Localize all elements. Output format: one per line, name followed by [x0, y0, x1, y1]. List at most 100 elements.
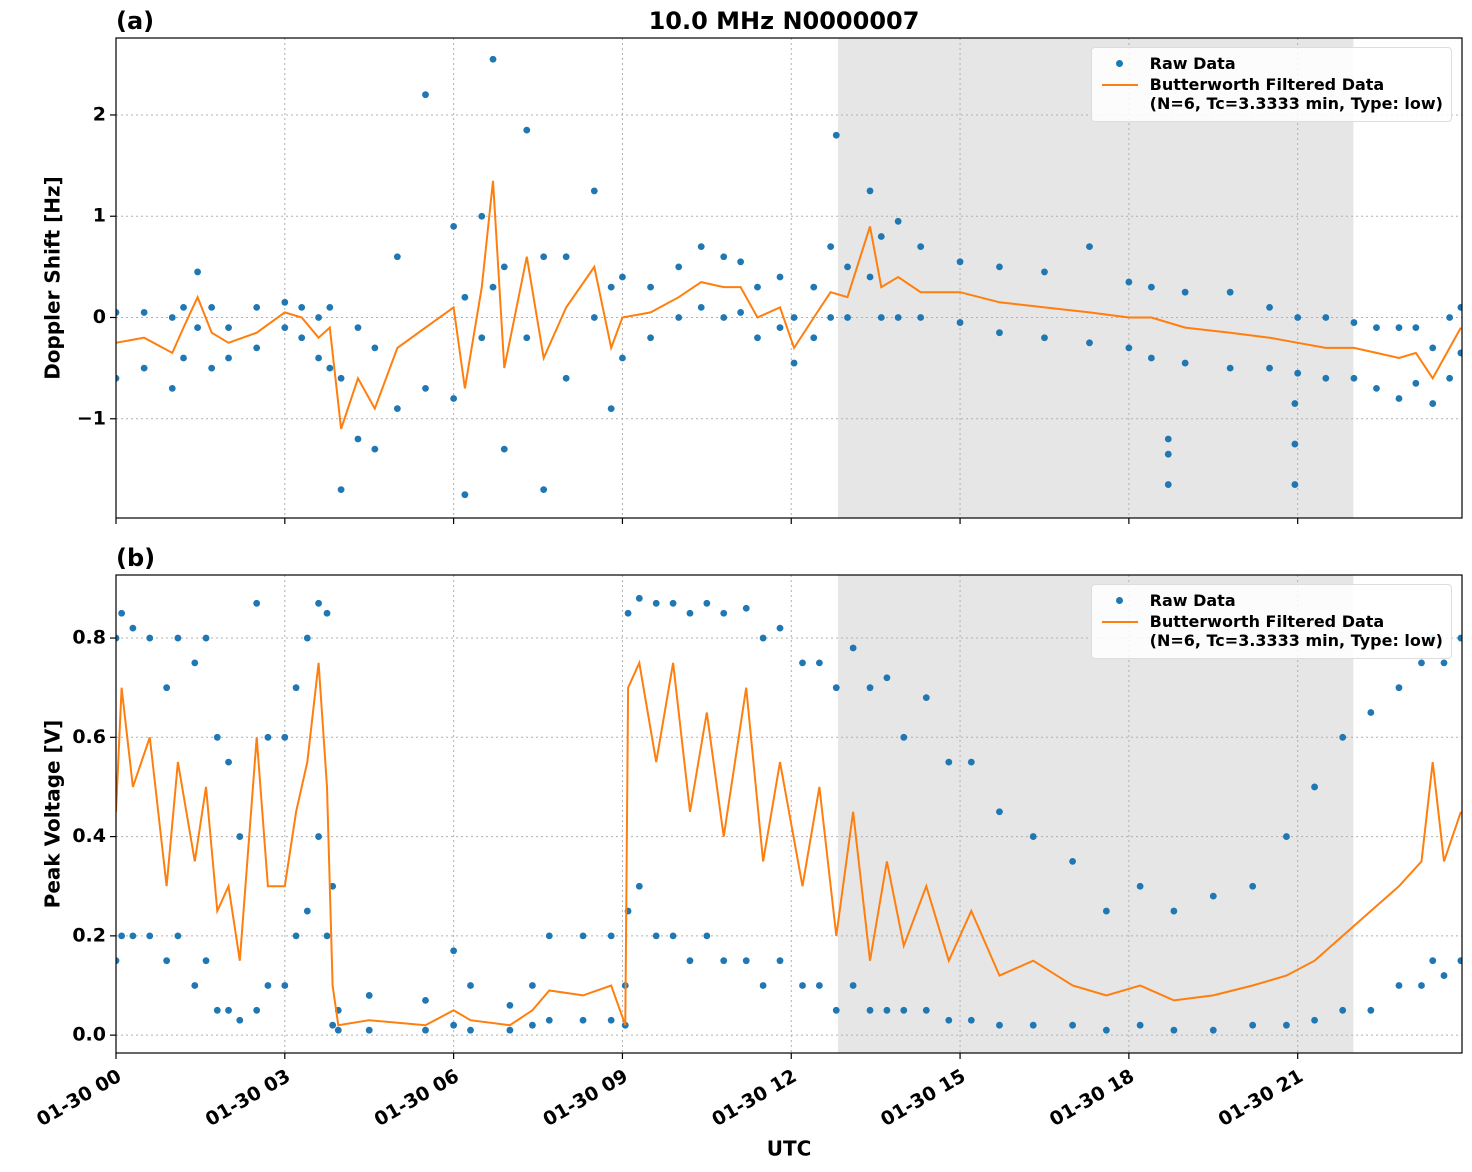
raw-point — [697, 243, 705, 251]
raw-point — [635, 594, 643, 602]
raw-point — [253, 1006, 261, 1014]
raw-point — [208, 364, 216, 372]
raw-point — [669, 932, 677, 940]
raw-point — [225, 324, 232, 332]
raw-point — [697, 303, 705, 311]
raw-point — [545, 932, 553, 940]
raw-point — [315, 314, 322, 321]
raw-point — [1164, 435, 1172, 443]
raw-point — [146, 634, 154, 642]
x-tick-label: 01-30 12 — [708, 1065, 800, 1131]
raw-point — [1446, 314, 1454, 321]
raw-point — [720, 314, 728, 321]
raw-point — [1029, 833, 1037, 840]
raw-point — [213, 733, 221, 741]
raw-point — [619, 354, 626, 362]
raw-point — [281, 733, 289, 741]
raw-point — [506, 1001, 514, 1009]
raw-point — [1170, 1026, 1178, 1034]
filtered-line — [116, 659, 1462, 1027]
raw-point — [1457, 957, 1462, 965]
raw-point — [1125, 278, 1133, 286]
raw-point — [450, 1021, 458, 1029]
raw-point — [315, 599, 322, 607]
raw-point — [236, 1016, 244, 1024]
raw-point — [202, 634, 210, 642]
raw-point — [213, 1006, 221, 1014]
raw-point — [326, 303, 334, 311]
legend-label: Raw Data — [1149, 54, 1236, 73]
raw-point — [450, 222, 458, 230]
raw-point — [1086, 339, 1093, 347]
raw-point — [116, 374, 120, 382]
panel-label: (a) — [116, 7, 154, 35]
raw-point — [894, 217, 902, 225]
raw-point — [686, 609, 694, 617]
raw-point — [163, 957, 171, 965]
raw-point — [202, 957, 210, 965]
raw-point — [1291, 440, 1299, 448]
panel-label: (b) — [116, 544, 155, 572]
legend: Raw Data Butterworth Filtered Data (N=6, … — [1090, 584, 1452, 659]
legend-swatch — [1101, 621, 1138, 623]
raw-point — [1373, 324, 1380, 332]
legend-swatch — [1115, 60, 1123, 67]
raw-point — [281, 298, 289, 306]
raw-point — [996, 808, 1003, 816]
raw-point — [264, 982, 272, 989]
raw-point — [790, 359, 798, 367]
raw-point — [900, 733, 908, 741]
raw-point — [118, 609, 126, 617]
raw-point — [1170, 907, 1178, 915]
raw-point — [759, 982, 767, 989]
raw-point — [1311, 783, 1318, 791]
raw-point — [523, 334, 531, 342]
raw-point — [590, 187, 598, 195]
raw-point — [956, 258, 964, 266]
raw-point — [467, 982, 474, 989]
raw-point — [759, 634, 767, 642]
raw-point — [579, 1016, 587, 1024]
raw-point — [303, 634, 311, 642]
x-tick-label: 01-30 18 — [1046, 1065, 1138, 1131]
raw-point — [737, 258, 745, 266]
raw-point — [675, 263, 683, 271]
y-tick-label: −1 — [77, 407, 106, 429]
raw-point — [1102, 907, 1110, 915]
raw-point — [298, 303, 306, 311]
raw-point — [194, 268, 201, 276]
raw-point — [450, 395, 458, 402]
legend-key — [1100, 54, 1140, 73]
raw-point — [810, 283, 818, 291]
raw-point — [1294, 314, 1302, 321]
raw-point — [754, 334, 761, 342]
plot-frame — [115, 37, 1463, 519]
raw-point — [776, 624, 784, 632]
raw-point — [174, 932, 182, 940]
raw-point — [647, 283, 654, 291]
raw-point — [168, 314, 176, 321]
raw-point — [1294, 369, 1302, 377]
legend-entry: Butterworth Filtered Data (N=6, Tc=3.333… — [1100, 612, 1443, 650]
raw-point — [129, 624, 137, 632]
raw-point — [945, 758, 953, 766]
raw-point — [849, 982, 857, 989]
raw-point — [1136, 882, 1144, 890]
raw-point — [116, 309, 120, 316]
raw-point — [118, 932, 126, 940]
raw-point — [1086, 243, 1093, 251]
raw-point — [562, 374, 570, 382]
raw-point — [1311, 1016, 1318, 1024]
legend-swatch — [1101, 84, 1138, 86]
raw-point — [354, 435, 362, 443]
raw-point — [354, 324, 362, 332]
raw-point — [315, 354, 322, 362]
y-tick-label: 0.4 — [72, 825, 106, 847]
raw-point — [1147, 354, 1155, 362]
raw-point — [1249, 1021, 1257, 1029]
raw-point — [323, 932, 331, 940]
raw-point — [703, 932, 711, 940]
chart-title: 10.0 MHz N0000007 — [649, 7, 920, 35]
raw-point — [1226, 364, 1234, 372]
